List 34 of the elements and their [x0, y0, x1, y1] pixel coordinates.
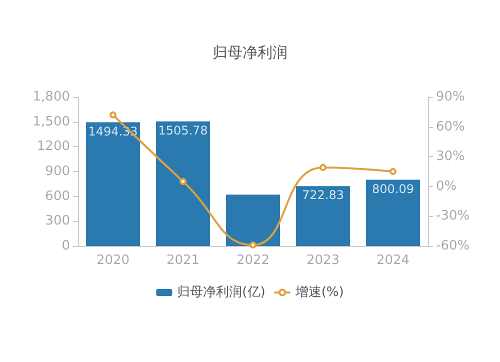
- data-label: 722.83: [302, 188, 344, 202]
- point: [390, 168, 396, 175]
- point: [110, 111, 116, 118]
- y-tick-label: 600: [45, 188, 70, 204]
- x-tick-label: 2022: [236, 253, 270, 268]
- y2-tick-label: 0%: [436, 178, 457, 194]
- x-tick-label: 2024: [376, 253, 410, 268]
- bar: [86, 122, 140, 246]
- bar: [156, 121, 210, 246]
- y2-tick-label: -30%: [436, 208, 470, 224]
- y2-tick-label: 30%: [436, 149, 465, 164]
- y2-tick-label: 60%: [436, 119, 465, 134]
- x-tick-label: 2023: [306, 253, 340, 268]
- y-tick-label: 1,800: [32, 90, 70, 104]
- y-tick-label: 1,500: [32, 114, 70, 130]
- point: [180, 178, 186, 185]
- data-label: 800.09: [372, 182, 414, 196]
- legend-label: 增速(%): [294, 285, 344, 300]
- legend-label: 归母净利润(亿): [177, 285, 266, 300]
- bar: [296, 186, 350, 246]
- chart-title: 归母净利润: [212, 44, 288, 62]
- bar: [366, 180, 420, 246]
- y2-tick-label: -60%: [436, 238, 470, 254]
- x-tick-label: 2021: [166, 253, 200, 268]
- data-label: 1505.78: [158, 123, 208, 138]
- x-tick-label: 2020: [96, 253, 130, 268]
- point: [250, 242, 256, 249]
- y-tick-label: 900: [45, 164, 70, 179]
- y-tick-label: 0: [62, 238, 70, 254]
- y-tick-label: 1200: [36, 139, 70, 154]
- y2-tick-label: 90%: [436, 90, 465, 104]
- y-tick-label: 300: [45, 214, 70, 229]
- point: [320, 164, 326, 172]
- bar: [226, 194, 280, 246]
